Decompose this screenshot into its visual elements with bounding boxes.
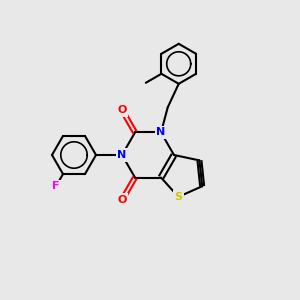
Text: F: F xyxy=(52,181,60,191)
Text: S: S xyxy=(174,192,182,202)
Text: O: O xyxy=(117,195,127,205)
Text: O: O xyxy=(117,105,127,115)
Text: N: N xyxy=(156,128,166,137)
Text: N: N xyxy=(117,150,127,160)
